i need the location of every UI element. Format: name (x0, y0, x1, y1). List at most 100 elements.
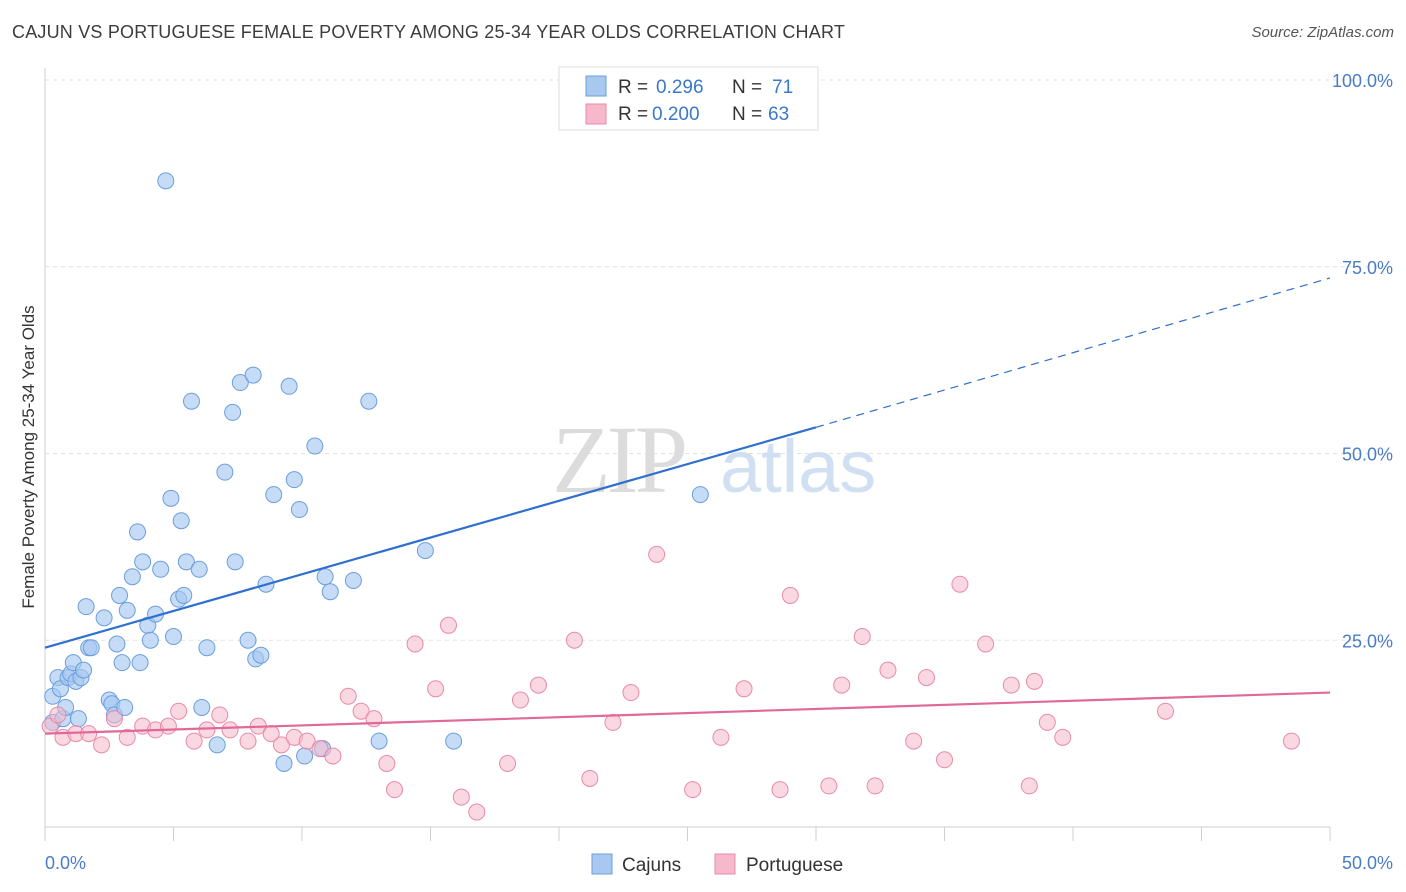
cajun-point (208, 736, 226, 754)
cajun-point (111, 586, 129, 604)
gridlines (45, 79, 1390, 641)
cajun-point (116, 698, 134, 716)
portuguese-point (339, 687, 357, 705)
cajun-point (193, 698, 211, 716)
cajun-trendline (44, 426, 817, 649)
portuguese-point (905, 732, 923, 750)
portuguese-point (771, 781, 789, 799)
portuguese-point (427, 680, 445, 698)
portuguese-point (936, 751, 953, 769)
portuguese-point (386, 781, 404, 799)
x-tick-label: 50.0% (1342, 853, 1393, 873)
cajun-point (252, 646, 270, 664)
axes (44, 68, 1331, 841)
portuguese-point (352, 702, 370, 720)
portuguese-point (49, 706, 67, 724)
portuguese-point (511, 691, 529, 709)
cajun-point (113, 654, 131, 672)
trendlines (44, 277, 1331, 735)
portuguese-point (272, 736, 290, 754)
portuguese-point (439, 616, 457, 634)
cajun-point (175, 586, 193, 604)
portuguese-point (1002, 676, 1020, 694)
portuguese-point (452, 788, 470, 806)
portuguese-point (185, 732, 203, 750)
cajun-point (134, 553, 152, 571)
portuguese-point (977, 635, 995, 653)
legend-swatch-portuguese (585, 103, 607, 125)
cajun-point (77, 598, 95, 616)
watermark: ZIP atlas (552, 406, 876, 513)
cajun-point (416, 542, 434, 560)
cajun-point (370, 732, 388, 750)
cajun-point (172, 512, 190, 530)
cajun-point (344, 571, 362, 589)
cajun-point (162, 489, 180, 507)
portuguese-point (499, 755, 517, 773)
portuguese-point (1054, 728, 1072, 746)
portuguese-point (622, 684, 640, 702)
portuguese-point (712, 728, 730, 746)
portuguese-point (378, 755, 396, 773)
portuguese-point (170, 702, 188, 720)
legend-r-value-portuguese: 0.200 (652, 104, 700, 125)
bottom-legend: Cajuns Portuguese (591, 853, 843, 876)
portuguese-point (1038, 713, 1056, 731)
portuguese-point (93, 736, 111, 754)
cajun-point (290, 501, 308, 519)
cajun-point (216, 463, 234, 481)
cajun-point (691, 486, 709, 504)
cajun-point (123, 568, 141, 586)
chart-title: CAJUN VS PORTUGUESE FEMALE POVERTY AMONG… (12, 22, 846, 42)
y-tick-label: 75.0% (1342, 258, 1393, 278)
legend-r-value-cajun: 0.296 (656, 77, 704, 98)
cajun-point (445, 732, 463, 750)
legend-n-value-cajun: 71 (772, 77, 793, 98)
portuguese-points (41, 545, 1300, 821)
cajun-point (321, 583, 339, 601)
tick-labels: 25.0% 50.0% 75.0% 100.0% 0.0% 50.0% (45, 71, 1393, 873)
portuguese-point (684, 781, 702, 799)
legend-n-value-portuguese: 63 (768, 104, 789, 125)
bottom-legend-swatch-portuguese (714, 853, 736, 875)
portuguese-point (468, 803, 486, 821)
portuguese-point (221, 721, 239, 739)
cajun-point (360, 392, 378, 410)
x-tick-label: 0.0% (45, 853, 86, 873)
portuguese-point (211, 706, 229, 724)
portuguese-point (565, 631, 583, 649)
y-tick-label: 25.0% (1342, 631, 1393, 651)
cajun-point (239, 631, 257, 649)
portuguese-point (735, 680, 753, 698)
y-tick-label: 50.0% (1342, 445, 1393, 465)
legend-r-label-cajun: R = (618, 77, 648, 98)
portuguese-point (879, 661, 897, 679)
portuguese-point (311, 740, 329, 758)
cajun-point (316, 568, 334, 586)
portuguese-point (853, 628, 871, 646)
portuguese-point (581, 769, 599, 787)
cajun-point (190, 560, 208, 578)
portuguese-point (529, 676, 547, 694)
cajun-point (280, 377, 298, 395)
cajun-point (198, 639, 216, 657)
cajun-point (306, 437, 324, 455)
portuguese-point (324, 747, 342, 765)
cajun-point (157, 172, 175, 190)
portuguese-point (604, 713, 622, 731)
portuguese-point (1157, 702, 1175, 720)
bottom-legend-cajun: Cajuns (622, 855, 681, 876)
portuguese-point (118, 728, 136, 746)
portuguese-point (1282, 732, 1300, 750)
cajun-point (141, 631, 159, 649)
cajun-point (226, 553, 244, 571)
portuguese-point (159, 717, 177, 735)
portuguese-point (866, 777, 884, 795)
cajun-point (69, 710, 87, 728)
cajun-point (129, 523, 147, 541)
cajun-trendline-extension (815, 277, 1331, 428)
cajun-point (296, 747, 314, 765)
portuguese-point (198, 721, 216, 739)
y-tick-label: 100.0% (1332, 71, 1393, 91)
